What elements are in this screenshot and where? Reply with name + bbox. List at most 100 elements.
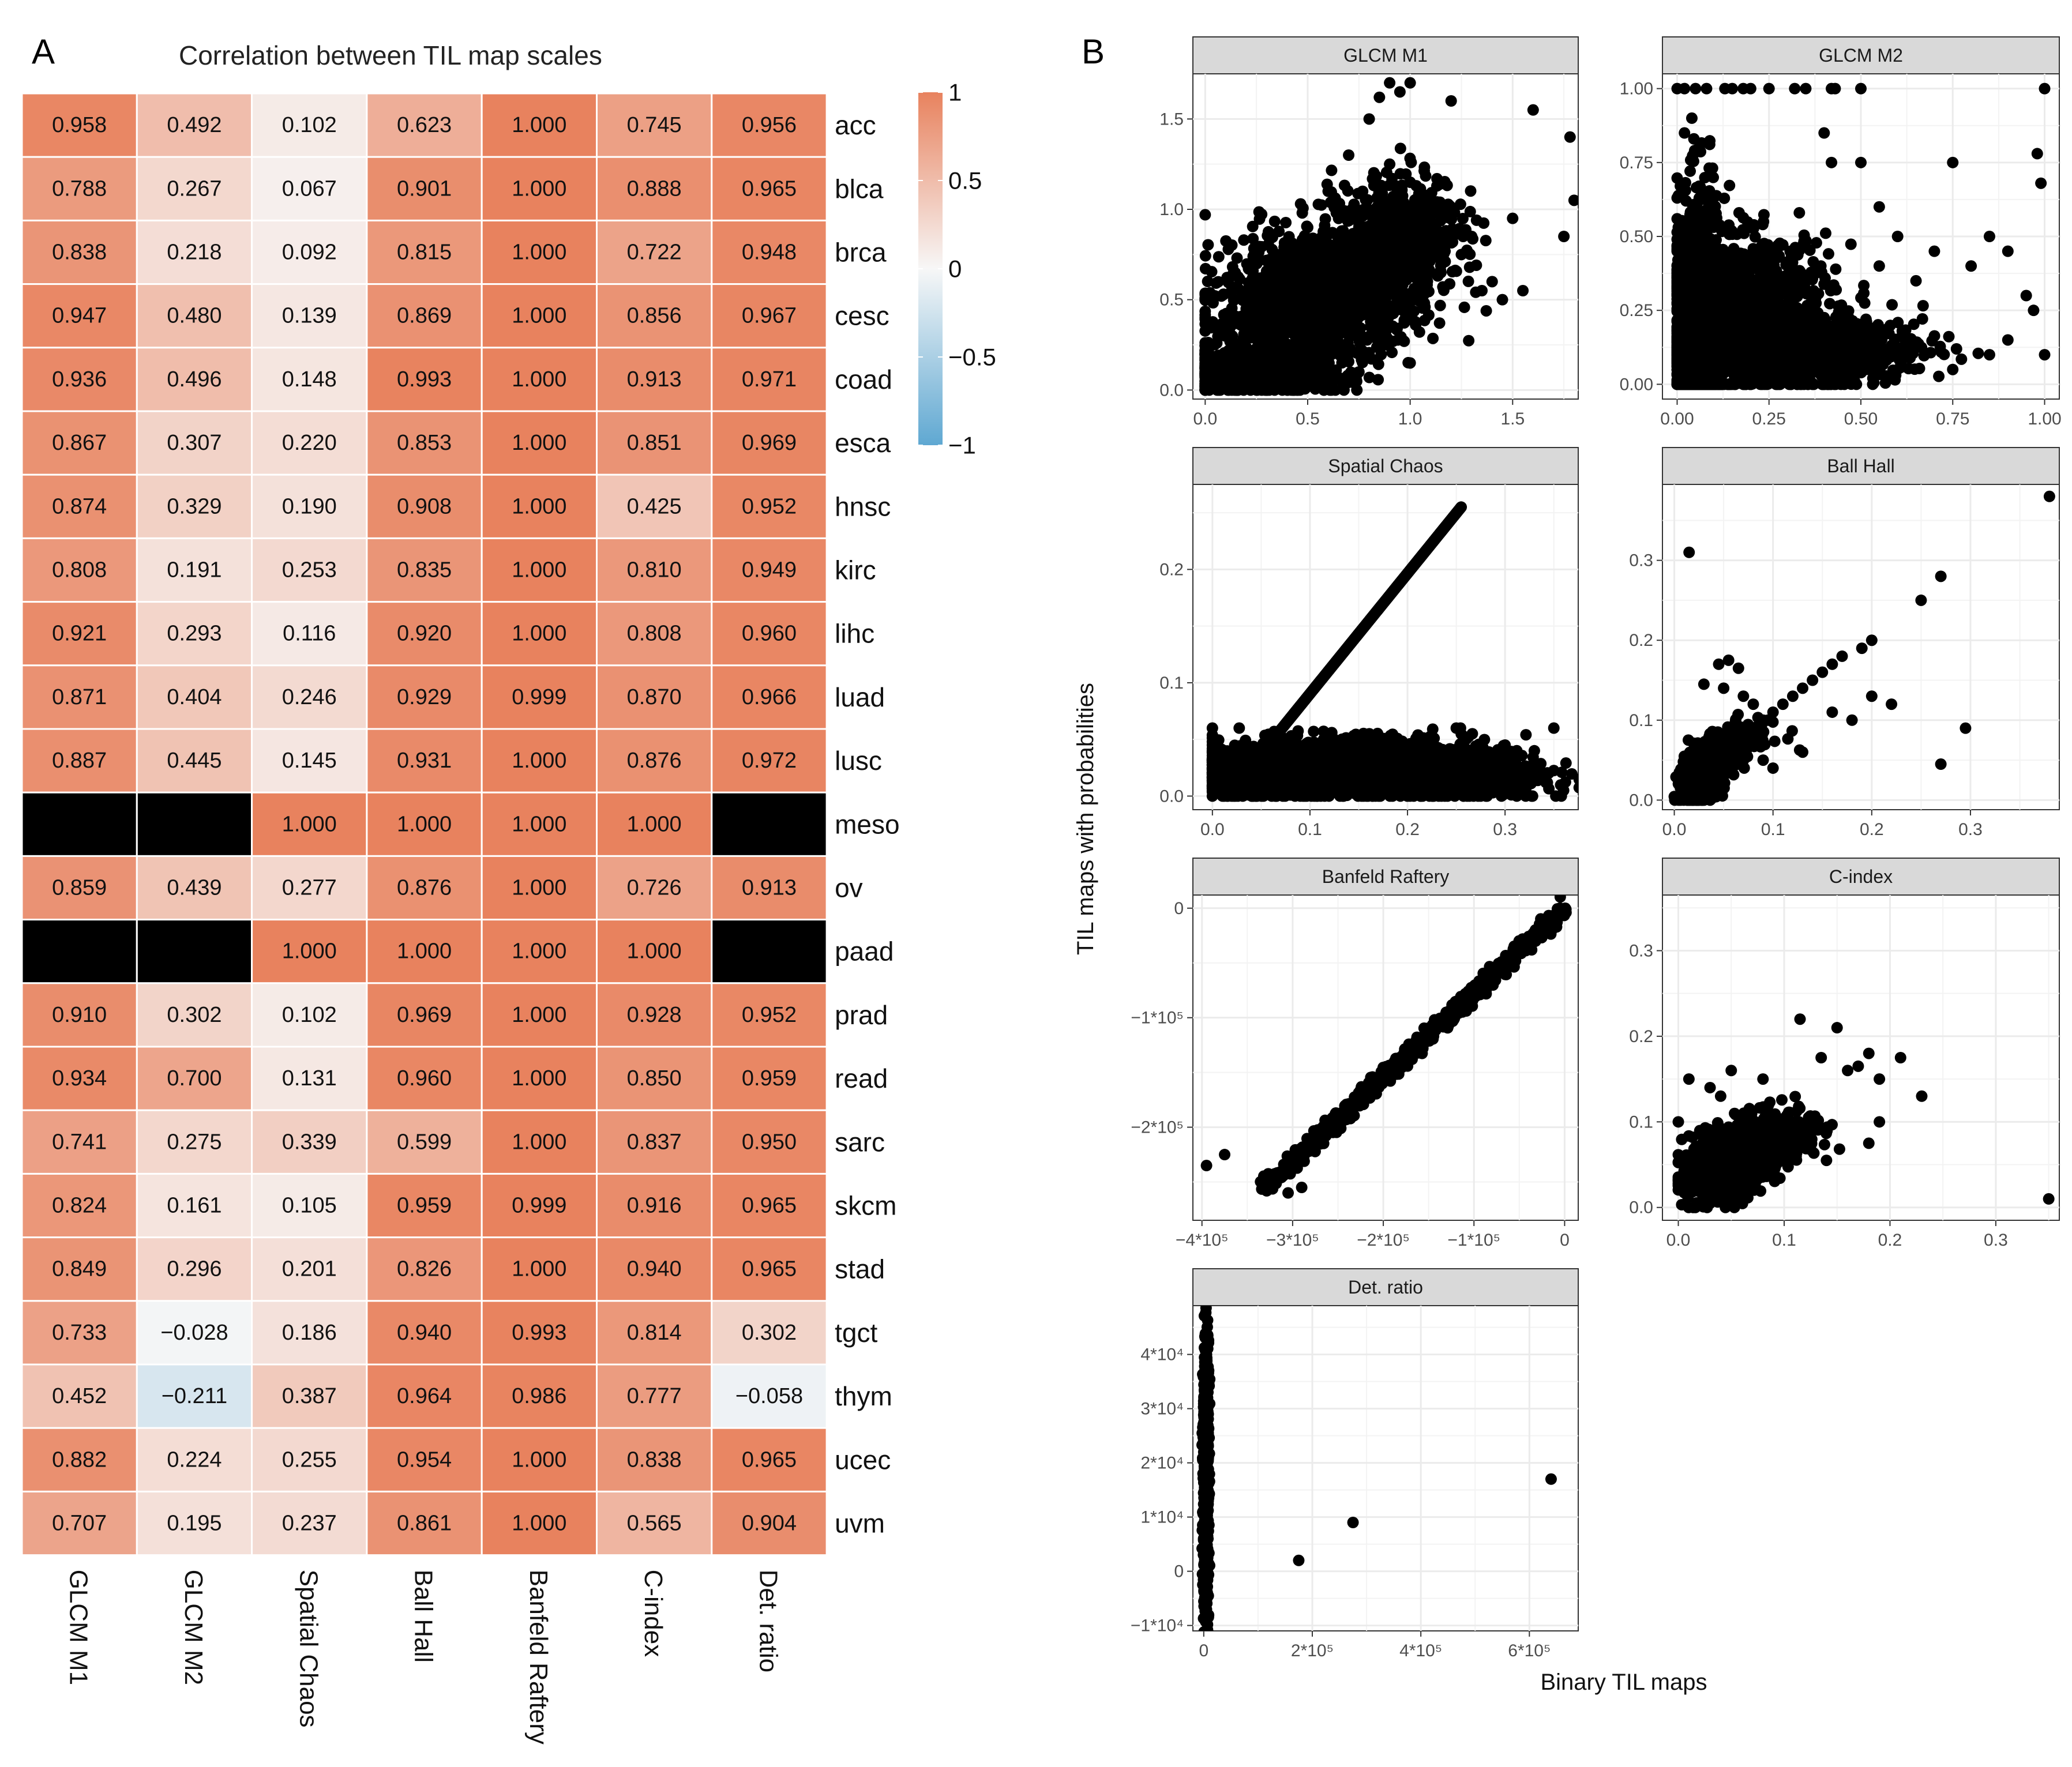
data-point <box>1262 225 1274 238</box>
data-point <box>1339 371 1352 384</box>
heatmap-cell <box>136 537 253 603</box>
panel-b-letter: B <box>1082 32 1105 71</box>
heatmap-cell-value: 0.913 <box>742 876 797 900</box>
heatmap-cell-value: 0.067 <box>282 176 337 201</box>
data-point <box>1486 276 1498 288</box>
heatmap-cell-value: 0.492 <box>167 113 222 137</box>
heatmap-cell-value: 1.000 <box>512 1003 566 1027</box>
data-point <box>1268 215 1281 227</box>
heatmap-cell <box>366 219 483 285</box>
heatmap-cell <box>711 283 828 349</box>
heatmap-cell <box>596 664 713 730</box>
heatmap-column-label: Banfeld Raftery <box>524 1570 553 1745</box>
data-point <box>1427 332 1439 344</box>
data-point <box>1266 363 1278 375</box>
data-point <box>1465 185 1477 197</box>
heatmap-cell-value: 0.940 <box>397 1321 452 1345</box>
heatmap-cell-value: 0.439 <box>167 876 222 900</box>
heatmap-cell <box>366 728 483 794</box>
data-point <box>1671 357 1683 369</box>
data-point <box>1330 207 1342 219</box>
heatmap-cell-value: 1.000 <box>512 176 566 201</box>
heatmap-row-label: cesc <box>835 301 889 331</box>
data-point <box>1242 284 1254 296</box>
data-point <box>1413 277 1425 290</box>
data-point <box>1369 330 1382 342</box>
data-point <box>1232 271 1244 283</box>
heatmap-cell <box>251 1172 368 1239</box>
data-point <box>1353 221 1365 234</box>
heatmap-cell-value: 0.936 <box>52 367 107 392</box>
heatmap-column-label: GLCM M1 <box>65 1570 93 1685</box>
heatmap-cell <box>136 1300 253 1366</box>
data-point <box>1445 204 1457 215</box>
data-point <box>1322 185 1334 197</box>
heatmap-cell <box>711 982 828 1048</box>
heatmap-cell-value: 0.452 <box>52 1384 107 1408</box>
heatmap-cell-value: 0.161 <box>167 1194 222 1218</box>
data-point <box>1331 265 1343 277</box>
heatmap-cell <box>136 855 253 921</box>
data-point <box>1365 353 1377 365</box>
heatmap-cell-value: 0.296 <box>167 1257 222 1281</box>
heatmap-cell-value: 0.837 <box>627 1130 682 1154</box>
heatmap-cell-value: 0.952 <box>742 1003 797 1027</box>
heatmap-cell-value: 0.302 <box>742 1321 797 1345</box>
heatmap-cell-value: 1.000 <box>512 240 566 265</box>
heatmap-row-label: brca <box>835 238 887 268</box>
heatmap-cell <box>366 1300 483 1366</box>
data-point <box>1202 275 1214 287</box>
data-point <box>1671 226 1683 238</box>
data-point <box>1220 235 1232 247</box>
heatmap-cell <box>366 982 483 1048</box>
heatmap-cell <box>251 791 368 857</box>
heatmap-cell-value: 0.876 <box>627 749 682 773</box>
heatmap-cell <box>596 1172 713 1239</box>
heatmap-cell <box>711 1109 828 1175</box>
heatmap-cell <box>251 473 368 539</box>
facet-strip-label: GLCM M2 <box>1819 45 1903 66</box>
data-point <box>1317 320 1330 332</box>
data-point <box>1319 293 1331 305</box>
data-point <box>1243 262 1255 275</box>
heatmap-cell <box>136 1490 253 1557</box>
heatmap-cell <box>136 219 253 285</box>
data-point <box>1392 208 1405 220</box>
heatmap-cell <box>481 982 598 1048</box>
heatmap-cell <box>366 410 483 476</box>
heatmap-cell-value: 0.808 <box>52 558 107 582</box>
heatmap-row-label: coad <box>835 364 892 394</box>
heatmap-cell-value: 1.000 <box>512 367 566 392</box>
data-point <box>1439 175 1451 187</box>
data-point <box>1394 142 1406 155</box>
data-point <box>1431 224 1443 236</box>
data-point <box>1476 285 1488 296</box>
data-point <box>1296 239 1308 251</box>
legend-tick-label: −0.5 <box>948 344 996 371</box>
heatmap-cell-value: 0.921 <box>52 622 107 646</box>
data-point <box>1389 288 1401 300</box>
heatmap-cell <box>596 1046 713 1111</box>
heatmap-cell-value: 0.267 <box>167 176 222 201</box>
heatmap-row-label: blca <box>835 174 884 204</box>
data-point <box>1253 213 1266 225</box>
y-tick-label: 0.00 <box>1620 375 1653 394</box>
heatmap-cell <box>136 1172 253 1239</box>
data-point <box>1292 298 1304 310</box>
heatmap-row-label: ov <box>835 873 863 903</box>
data-point <box>1371 266 1383 279</box>
data-point <box>1457 212 1469 224</box>
data-point <box>1671 213 1683 225</box>
heatmap-cell-value: 0.425 <box>627 494 682 518</box>
heatmap-cell-value: 0.275 <box>167 1130 222 1154</box>
heatmap-cell-value: 1.000 <box>512 1512 566 1536</box>
legend-tick-label: 0 <box>948 255 962 283</box>
heatmap-cell-value: 0.965 <box>742 176 797 201</box>
data-point <box>1277 318 1289 330</box>
data-point <box>1294 198 1307 210</box>
heatmap-row-label: meso <box>835 809 899 839</box>
data-point <box>1302 305 1314 317</box>
data-point <box>1301 375 1313 387</box>
data-point <box>1294 318 1306 330</box>
heatmap-cell-value: 1.000 <box>282 939 337 964</box>
